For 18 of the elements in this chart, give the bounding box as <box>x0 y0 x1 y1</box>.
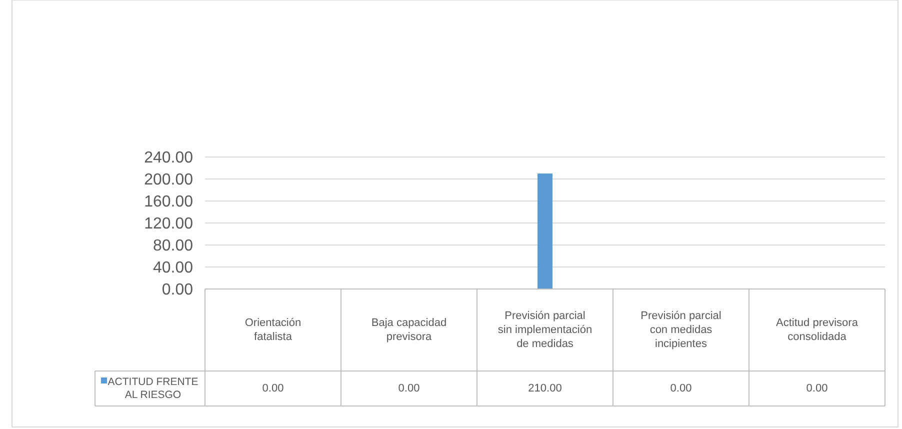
legend-label: ACTITUD FRENTE AL RIESGO <box>108 376 198 401</box>
y-tick-label: 80.00 <box>152 238 194 255</box>
y-tick-label: 240.00 <box>144 150 194 167</box>
x-tick-label: Actitud previsora consolidada <box>776 316 859 343</box>
data-label: 0.00 <box>398 382 420 394</box>
x-tick-label: Orientación fatalista <box>244 316 302 343</box>
x-tick-label: Previsión parcial con medidas incipientes <box>640 310 722 350</box>
y-tick-label: 120.00 <box>144 216 194 233</box>
y-tick-label: 40.00 <box>152 260 194 277</box>
x-tick-label: Previsión parcial sin implementación de medidas <box>498 310 592 350</box>
data-label: 0.00 <box>806 382 828 394</box>
data-label: 0.00 <box>670 382 692 394</box>
data-label: 0.00 <box>262 382 284 394</box>
y-tick-label: 200.00 <box>144 172 194 189</box>
data-label: 210.00 <box>528 382 562 394</box>
y-tick-label: 160.00 <box>144 194 194 211</box>
x-tick-label: Baja capacidad previsora <box>371 316 447 343</box>
y-tick-label: 0.00 <box>162 282 194 299</box>
